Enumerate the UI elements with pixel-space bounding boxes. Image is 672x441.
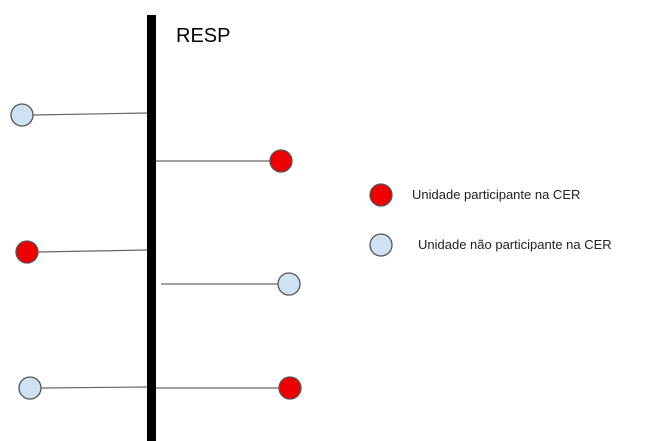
connection-line-left-1 [32, 112, 148, 116]
legend-marker-non-participant [369, 233, 393, 257]
unit-nodes [10, 103, 302, 400]
unit-node-left-1 [10, 103, 34, 127]
unit-node-right-1 [269, 149, 293, 173]
unit-node-left-2 [15, 240, 39, 264]
legend-marker-participant [369, 183, 393, 207]
connection-lines [32, 112, 279, 389]
legend-markers [369, 183, 393, 257]
legend-label-participant: Unidade participante na CER [412, 187, 581, 202]
legend-label-non-participant: Unidade não participante na CER [418, 237, 612, 252]
unit-node-right-2 [277, 272, 301, 296]
connection-line-left-3 [40, 386, 148, 389]
unit-node-left-3 [18, 376, 42, 400]
resp-label: RESP [176, 25, 231, 47]
connection-line-left-2 [37, 249, 148, 253]
resp-bus-line [147, 15, 156, 441]
unit-node-right-3 [278, 376, 302, 400]
